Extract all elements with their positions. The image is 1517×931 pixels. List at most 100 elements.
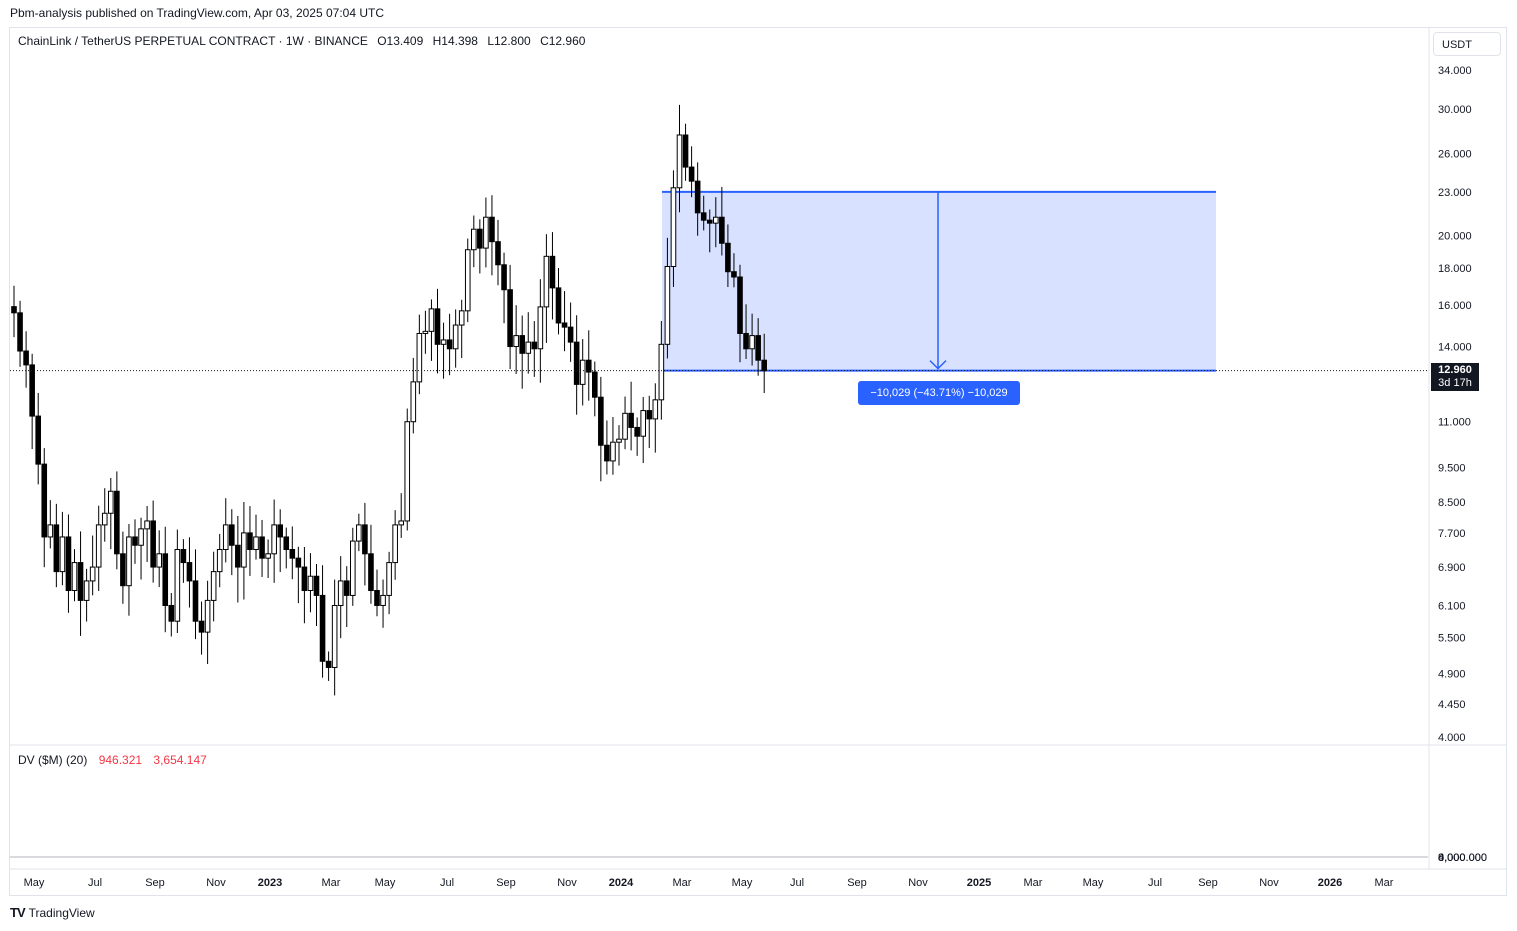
time-tick-label: Mar (1024, 877, 1043, 889)
candle-body (713, 216, 719, 224)
volume-tick-label: 8,000.000 (1438, 852, 1487, 864)
time-tick-label: Jul (88, 877, 102, 889)
candle-body (174, 549, 181, 622)
measure-label[interactable]: −10,029 (−43.71%) −10,029 (858, 381, 1020, 405)
candle-body (634, 426, 640, 437)
candle-body (210, 571, 217, 601)
candle (640, 396, 647, 464)
candle (356, 513, 362, 552)
ohlc-low: L12.800 (487, 34, 531, 48)
candle-body (452, 324, 459, 350)
candle-body (295, 557, 302, 568)
candle-body (144, 520, 150, 530)
candle (77, 531, 84, 636)
candle-body (422, 330, 429, 334)
candle (144, 506, 150, 562)
candle (343, 566, 350, 628)
candle (362, 502, 368, 586)
candle (531, 321, 538, 377)
candle (731, 253, 737, 288)
price-tick-label: 8.500 (1438, 497, 1466, 509)
time-tick-label: Nov (1259, 877, 1279, 889)
candle (174, 529, 181, 634)
candle-body (622, 412, 628, 440)
price-tick-label: 4.900 (1438, 669, 1466, 681)
time-tick-label: Sep (145, 877, 165, 889)
candle (592, 361, 598, 417)
candle-body (35, 415, 42, 465)
candle-body (489, 216, 495, 243)
candle-body (398, 520, 404, 526)
candle (585, 330, 592, 401)
candle (89, 535, 96, 596)
symbol-legend[interactable]: ChainLink / TetherUS PERPETUAL CONTRACT … (18, 34, 591, 48)
candle-body (483, 216, 489, 249)
candle (156, 530, 162, 588)
candle (513, 305, 519, 374)
candle (555, 268, 562, 335)
time-tick-label: Jul (440, 877, 454, 889)
price-tick-label: 26.000 (1438, 149, 1472, 161)
candle-body (247, 532, 253, 551)
candle-body (253, 536, 259, 551)
candle (416, 314, 423, 395)
price-tick-label: 23.000 (1438, 187, 1472, 199)
time-tick-label: Sep (1198, 877, 1218, 889)
candle-body (108, 490, 114, 514)
candle-body (446, 339, 453, 350)
candle (192, 549, 199, 640)
candle-body (29, 364, 35, 417)
candle-body (543, 255, 550, 308)
candle (573, 315, 580, 415)
candle (525, 312, 532, 374)
candle-body (495, 241, 501, 266)
currency-selector[interactable]: USDT (1433, 32, 1501, 56)
candle-body (458, 310, 465, 326)
time-axis: May Jul Sep Nov 2023 Mar May Jul Sep Nov 2024 Mar Ma… (24, 877, 1394, 889)
candle (434, 288, 441, 374)
time-tick-label: Nov (557, 877, 577, 889)
candle-body (83, 580, 90, 601)
price-tick-label: 34.000 (1438, 65, 1472, 77)
candle (108, 477, 114, 550)
candle (446, 313, 453, 376)
candle (477, 219, 483, 274)
volume-indicator-name[interactable]: DV ($M) (20) (18, 753, 88, 767)
candle (380, 579, 386, 628)
candle (23, 331, 29, 388)
candle (138, 517, 144, 580)
candle (743, 304, 749, 360)
candle-body (670, 187, 677, 267)
candle-body (222, 524, 229, 551)
price-axis: 34.000 30.000 26.000 23.000 20.000 18.000 16.0… (1438, 65, 1472, 744)
candle (670, 170, 677, 287)
candle (331, 579, 338, 696)
candle (440, 322, 447, 379)
price-tick-label: 30.000 (1438, 104, 1472, 116)
candle-body (368, 553, 374, 592)
price-tick-label: 14.000 (1438, 342, 1472, 354)
tradingview-logo[interactable]: TV TradingView (10, 905, 95, 920)
candle-body (440, 339, 447, 345)
candle-body (241, 532, 247, 568)
candle-body (507, 289, 513, 348)
candle-body (537, 306, 544, 350)
candle-body (319, 594, 326, 662)
candle (47, 500, 54, 549)
candle-body (706, 219, 713, 224)
candle-body (198, 620, 205, 633)
symbol-title[interactable]: ChainLink / TetherUS PERPETUAL CONTRACT … (18, 34, 368, 48)
candle (259, 520, 265, 577)
candle-body (350, 540, 356, 596)
last-price: 12.960 (1438, 364, 1472, 376)
volume-tick-label: 0.000 (1438, 852, 1466, 864)
measure-arrow-head (929, 360, 947, 370)
candle (664, 237, 671, 359)
ohlc-high: H14.398 (432, 34, 478, 48)
candle (198, 601, 205, 655)
volume-legend[interactable]: DV ($M) (20) 946.321 3,654.147 (18, 753, 215, 767)
candle-body (501, 264, 507, 291)
candle (301, 547, 308, 624)
time-tick-label: May (732, 877, 753, 889)
